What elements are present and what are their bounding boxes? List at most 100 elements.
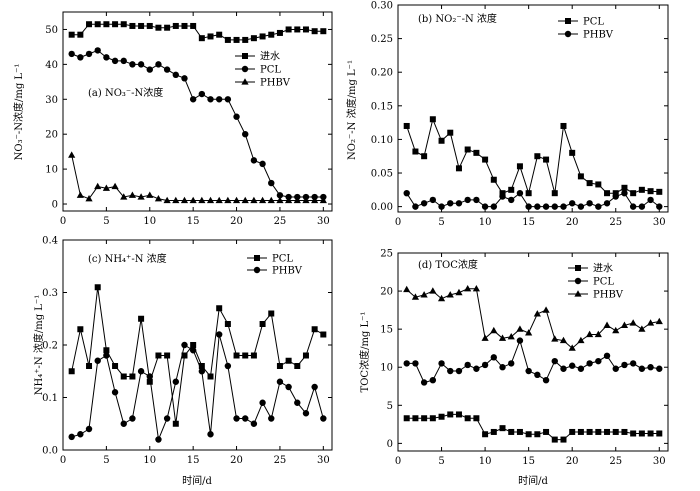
data-point-d-0	[412, 415, 419, 422]
data-point-b-1	[560, 203, 567, 210]
data-point-d-0	[499, 425, 506, 432]
y-tick-label: 0.4	[42, 236, 58, 247]
data-point-d-2	[646, 319, 655, 326]
data-point-a-2	[302, 196, 310, 204]
data-point-a-1	[146, 66, 153, 73]
data-point-a-0	[172, 22, 179, 29]
data-point-d-0	[464, 415, 471, 422]
data-point-c-1	[276, 378, 284, 385]
data-point-d-0	[560, 436, 567, 443]
data-point-d-0	[647, 430, 654, 437]
data-point-d-2	[464, 284, 472, 292]
y-tick-label: 0.30	[371, 1, 393, 12]
data-point-c-0	[86, 363, 93, 369]
data-point-c-1	[302, 410, 310, 417]
data-point-c-0	[216, 305, 223, 312]
y-tick-label: 10	[380, 363, 393, 374]
data-point-a-2	[94, 182, 102, 190]
panel-a: (a) NO₃⁻-N浓度 NO₃⁻-N浓度/mg L⁻¹ 01020304050…	[12, 11, 333, 227]
data-point-b-1	[629, 203, 637, 210]
data-point-a-2	[128, 191, 137, 198]
data-point-a-0	[233, 36, 240, 43]
data-point-d-2	[446, 291, 454, 298]
data-point-d-0	[490, 428, 497, 435]
panel-b: (b) NO₂⁻-N 浓度 NO₂⁻-N 浓度/mg L⁻¹ 0.000.050…	[345, 1, 669, 228]
x-tick-label: 0	[395, 217, 401, 228]
data-point-a-0	[294, 26, 301, 33]
data-point-c-1	[120, 420, 127, 427]
data-point-a-2	[319, 196, 327, 204]
data-point-a-2	[293, 196, 301, 204]
data-point-d-2	[481, 334, 489, 341]
legend-marker	[564, 30, 572, 38]
y-tick-label: 0.0	[42, 446, 58, 457]
data-point-d-0	[429, 415, 436, 422]
data-point-a-1	[276, 192, 284, 199]
data-point-d-0	[586, 428, 593, 435]
data-point-d-2	[620, 321, 629, 328]
data-point-c-1	[250, 420, 258, 427]
data-point-a-0	[68, 31, 75, 38]
data-point-d-2	[403, 285, 411, 293]
data-point-a-2	[102, 184, 110, 191]
ylabel-c: NH₄⁺-N 浓度/mg L⁻¹	[32, 295, 45, 395]
data-point-c-1	[103, 352, 110, 359]
legend-label: 进水	[593, 263, 613, 275]
data-point-a-0	[86, 21, 93, 28]
data-point-d-2	[437, 294, 446, 302]
data-point-d-0	[455, 411, 462, 418]
data-point-a-2	[180, 196, 189, 204]
xlabel-c: 时间/d	[182, 474, 212, 487]
data-point-b-1	[508, 196, 515, 204]
legend-marker	[241, 65, 249, 73]
legend-b: PCL PHBV	[558, 17, 614, 41]
data-point-d-2	[516, 325, 524, 332]
data-point-a-2	[154, 194, 163, 202]
legend-marker	[253, 266, 261, 274]
x-tick-label: 5	[103, 455, 109, 466]
data-point-b-0	[490, 176, 497, 183]
series-line-b-0	[406, 117, 660, 196]
data-point-b-1	[420, 200, 428, 207]
data-point-d-1	[621, 361, 628, 369]
ylabel-b: NO₂⁻-N 浓度/mg L⁻¹	[345, 60, 358, 160]
data-point-c-0	[268, 310, 275, 317]
data-point-d-1	[586, 360, 593, 367]
data-point-c-1	[259, 399, 266, 406]
y-tick-label: 0	[52, 200, 58, 211]
data-point-c-0	[276, 363, 283, 369]
legend-label: PCL	[593, 277, 614, 288]
y-tick-label: 0.2	[42, 341, 58, 352]
data-point-b-0	[577, 173, 584, 180]
data-point-c-1	[242, 415, 249, 422]
data-point-c-0	[259, 321, 266, 327]
data-point-b-1	[490, 203, 498, 210]
legend-label: PCL	[272, 254, 293, 265]
data-point-d-0	[638, 430, 645, 437]
data-point-b-1	[586, 200, 593, 207]
data-point-a-1	[77, 54, 84, 61]
data-point-b-0	[412, 148, 419, 155]
data-point-a-1	[215, 96, 223, 103]
data-point-a-1	[259, 160, 266, 168]
data-point-c-0	[294, 363, 301, 369]
data-point-c-0	[233, 352, 240, 359]
data-point-d-1	[464, 361, 471, 369]
data-point-a-1	[207, 96, 214, 103]
data-point-c-1	[311, 383, 318, 391]
data-point-a-0	[285, 26, 292, 33]
data-point-a-2	[224, 196, 232, 204]
data-point-d-0	[482, 431, 489, 438]
data-point-d-0	[543, 428, 550, 435]
data-point-d-0	[612, 428, 619, 435]
data-point-d-2	[638, 325, 646, 332]
legend-label: PHBV	[583, 30, 614, 41]
data-point-c-0	[172, 420, 179, 427]
data-point-a-0	[250, 35, 257, 42]
data-point-d-2	[507, 332, 515, 340]
data-point-d-1	[551, 357, 558, 365]
data-point-d-0	[421, 415, 428, 422]
data-point-d-2	[472, 284, 480, 292]
data-point-d-2	[629, 319, 637, 326]
data-point-d-1	[447, 367, 454, 375]
